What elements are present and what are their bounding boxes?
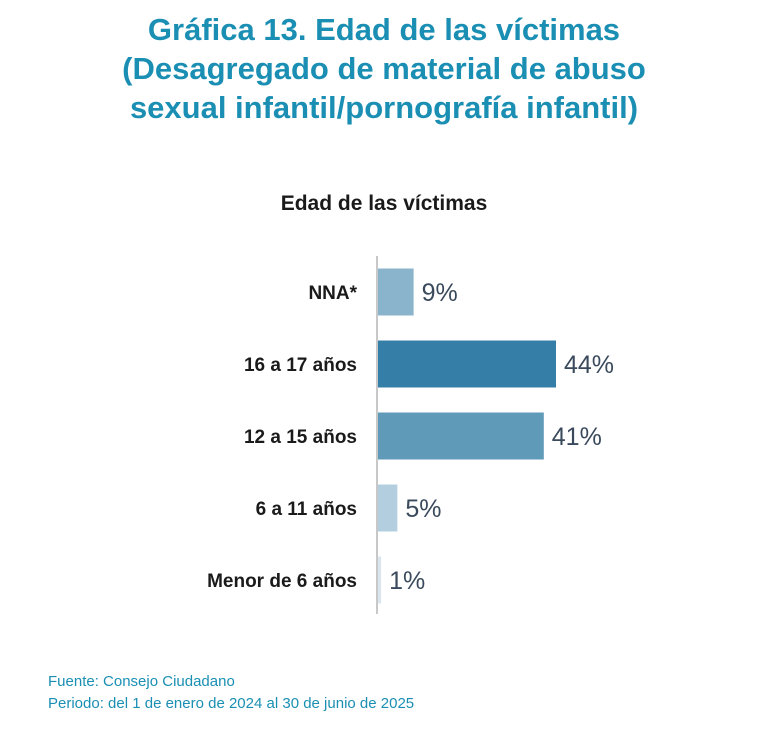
main-title: Gráfica 13. Edad de las víctimas (Desagr… <box>0 10 768 127</box>
category-label-4: Menor de 6 años <box>207 571 357 592</box>
category-label-3: 6 a 11 años <box>256 499 357 520</box>
category-label-2: 12 a 15 años <box>244 427 357 448</box>
main-title-line-2: (Desagregado de material de abuso <box>122 51 646 86</box>
bar-1 <box>377 340 556 388</box>
category-label-0: NNA* <box>308 283 357 304</box>
footer-period: Periodo: del 1 de enero de 2024 al 30 de… <box>48 695 415 712</box>
category-label-1: 16 a 17 años <box>244 355 357 376</box>
main-title-line-1: Gráfica 13. Edad de las víctimas <box>147 12 621 47</box>
bar-3 <box>377 484 398 532</box>
value-label-4: 1% <box>389 567 425 595</box>
value-label-0: 9% <box>422 279 458 307</box>
bar-2 <box>377 412 544 460</box>
value-label-2: 41% <box>552 423 602 451</box>
main-title-line-3: sexual infantil/pornografía infantil) <box>129 90 639 125</box>
footer: Fuente: Consejo Ciudadano Periodo: del 1… <box>48 671 414 715</box>
bar-0 <box>377 268 414 316</box>
bar-4 <box>377 556 382 604</box>
chart-title: Edad de las víctimas <box>280 192 488 215</box>
value-label-3: 5% <box>405 495 441 523</box>
footer-source: Fuente: Consejo Ciudadano <box>48 673 235 690</box>
value-label-1: 44% <box>564 351 614 379</box>
